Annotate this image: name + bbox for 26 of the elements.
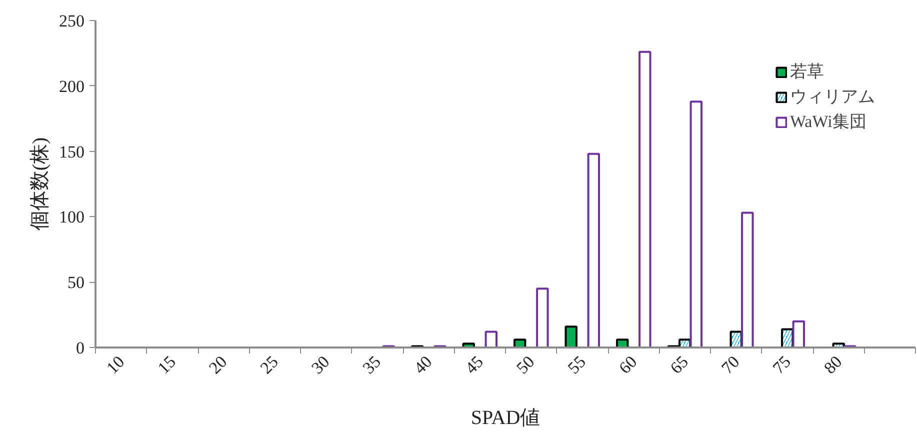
y-tick-label: 200	[59, 76, 84, 96]
y-tick-label: 250	[59, 12, 84, 30]
x-tick-label: 40	[410, 352, 436, 378]
legend-label: 若草	[790, 61, 824, 83]
x-tick-label: 50	[512, 352, 538, 378]
x-tick-label: 20	[205, 352, 231, 378]
x-tick-label: 60	[615, 352, 641, 378]
x-tick-label: 10	[102, 352, 128, 378]
x-tick-label: 35	[358, 352, 384, 378]
x-axis-title: SPAD値	[470, 407, 540, 430]
x-tick-label: 15	[154, 352, 180, 378]
x-tick-label: 75	[768, 352, 794, 378]
y-tick-label: 100	[59, 208, 84, 227]
y-tick-label: 0	[76, 338, 84, 358]
x-tick-label: 25	[256, 352, 282, 378]
x-tick-label: 70	[718, 352, 744, 378]
legend-label: WaWi集団	[790, 111, 866, 133]
y-tick-label: 150	[59, 142, 84, 162]
y-axis-title: 個体数(株)	[29, 137, 51, 231]
x-tick-label: 65	[666, 352, 692, 378]
legend-label: ウィリアム	[790, 86, 875, 108]
x-tick-label: 80	[820, 352, 846, 378]
y-tick-label: 50	[68, 273, 84, 292]
x-tick-label: 55	[564, 352, 590, 378]
x-tick-label: 30	[308, 352, 334, 378]
x-tick-label: 45	[461, 352, 487, 378]
